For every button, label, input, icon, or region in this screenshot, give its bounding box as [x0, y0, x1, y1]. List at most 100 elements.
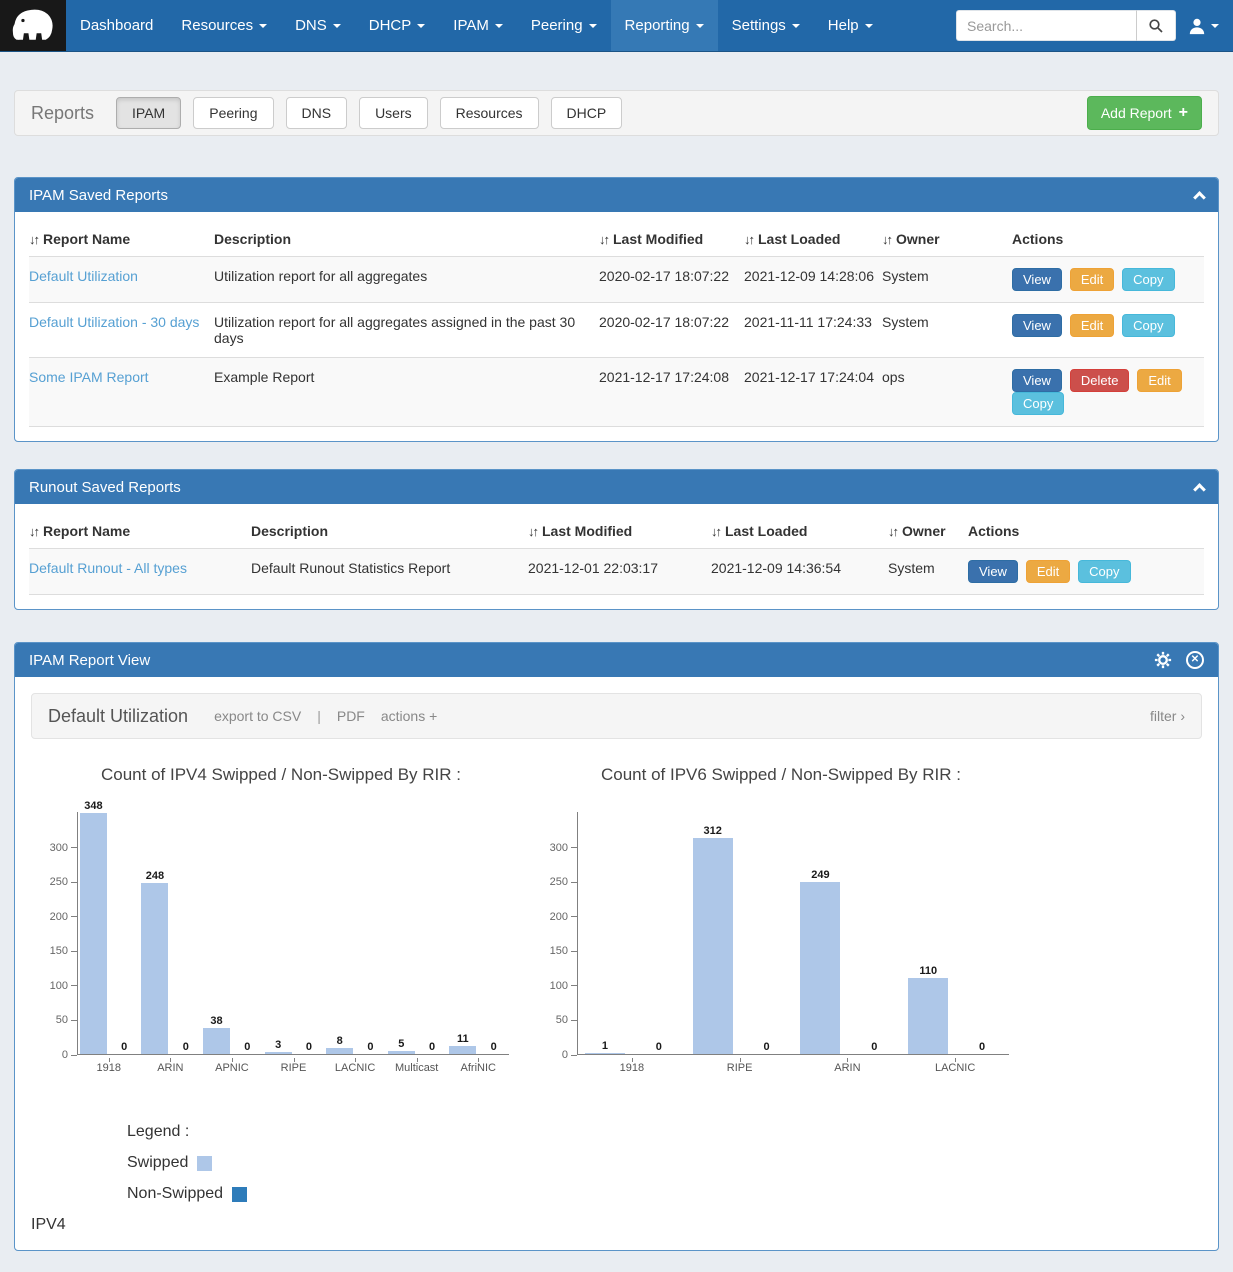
- user-menu[interactable]: [1188, 17, 1219, 35]
- panel-title: Runout Saved Reports: [29, 479, 181, 496]
- tab-peering[interactable]: Peering: [193, 97, 273, 129]
- view-button[interactable]: View: [1012, 268, 1062, 291]
- ipv6-chart: Count of IPV6 Swipped / Non-Swipped By R…: [531, 765, 1031, 1081]
- copy-button[interactable]: Copy: [1078, 560, 1130, 583]
- mammoth-logo-icon: [9, 5, 57, 47]
- report-link[interactable]: Default Utilization: [29, 268, 138, 284]
- last-loaded: 2021-12-17 17:24:04: [744, 358, 882, 427]
- nav-menu: Dashboard Resources DNS DHCP IPAM Peerin…: [66, 0, 887, 51]
- y-axis: 050100150200250300: [531, 812, 577, 1055]
- actions-menu[interactable]: actions +: [381, 708, 437, 724]
- nav-peering[interactable]: Peering: [517, 0, 611, 51]
- chevron-down-icon: [495, 24, 503, 28]
- last-modified: 2021-12-17 17:24:08: [599, 358, 744, 427]
- sort-icon: ↓↑: [29, 524, 38, 539]
- panel-title: IPAM Report View: [29, 652, 150, 669]
- y-axis: 050100150200250300: [31, 812, 77, 1055]
- table-row: Default Utilization - 30 days Utilizatio…: [29, 303, 1204, 358]
- col-report-name[interactable]: ↓↑Report Name: [29, 222, 214, 257]
- col-last-modified[interactable]: ↓↑Last Modified: [599, 222, 744, 257]
- ipam-reports-table: ↓↑Report Name Description ↓↑Last Modifie…: [29, 222, 1204, 427]
- owner: System: [882, 257, 1012, 303]
- chart-plot: 050100150200250300 348019182480ARIN380AP…: [31, 807, 531, 1081]
- legend-item-non-swipped: Non-Swipped: [127, 1185, 1202, 1203]
- tab-dns[interactable]: DNS: [286, 97, 348, 129]
- runout-saved-reports-panel: Runout Saved Reports ↓↑Report Name Descr…: [14, 469, 1219, 610]
- add-report-button[interactable]: Add Report +: [1087, 96, 1202, 130]
- legend-heading: Legend :: [127, 1123, 1202, 1141]
- owner: System: [888, 549, 968, 595]
- col-actions: Actions: [968, 514, 1204, 549]
- view-button[interactable]: View: [968, 560, 1018, 583]
- panel-header: Runout Saved Reports: [15, 470, 1218, 504]
- tab-resources[interactable]: Resources: [440, 97, 539, 129]
- edit-button[interactable]: Edit: [1026, 560, 1070, 583]
- page-title: Reports: [31, 103, 94, 124]
- nav-help[interactable]: Help: [814, 0, 887, 51]
- tab-users[interactable]: Users: [359, 97, 428, 129]
- close-panel-button[interactable]: ✕: [1186, 651, 1204, 669]
- swipped-swatch: [197, 1156, 212, 1171]
- panel-title: IPAM Saved Reports: [29, 187, 168, 204]
- nav-ipam[interactable]: IPAM: [439, 0, 517, 51]
- nav-dns[interactable]: DNS: [281, 0, 355, 51]
- export-csv-link[interactable]: export to CSV: [214, 708, 301, 724]
- col-last-loaded[interactable]: ↓↑Last Loaded: [711, 514, 888, 549]
- collapse-button[interactable]: [1195, 481, 1204, 494]
- edit-button[interactable]: Edit: [1137, 369, 1181, 392]
- copy-button[interactable]: Copy: [1122, 314, 1174, 337]
- report-view-toolbar: Default Utilization export to CSV | PDF …: [31, 693, 1202, 739]
- export-pdf-link[interactable]: PDF: [337, 708, 365, 724]
- last-loaded: 2021-12-09 14:28:06: [744, 257, 882, 303]
- ipam-saved-reports-panel: IPAM Saved Reports ↓↑Report Name Descrip…: [14, 177, 1219, 442]
- edit-button[interactable]: Edit: [1070, 314, 1114, 337]
- col-owner[interactable]: ↓↑Owner: [888, 514, 968, 549]
- filter-toggle[interactable]: filter ›: [1150, 708, 1185, 724]
- panel-header: IPAM Saved Reports: [15, 178, 1218, 212]
- chevron-up-icon: [1193, 191, 1206, 204]
- settings-button[interactable]: [1154, 651, 1172, 669]
- table-row: Default Runout - All types Default Runou…: [29, 549, 1204, 595]
- chevron-down-icon: [333, 24, 341, 28]
- user-icon: [1188, 17, 1206, 35]
- chevron-down-icon: [417, 24, 425, 28]
- nav-dhcp[interactable]: DHCP: [355, 0, 440, 51]
- last-modified: 2020-02-17 18:07:22: [599, 257, 744, 303]
- report-description: Utilization report for all aggregates as…: [214, 303, 599, 358]
- chevron-down-icon: [259, 24, 267, 28]
- gear-icon: [1154, 651, 1172, 669]
- copy-button[interactable]: Copy: [1122, 268, 1174, 291]
- app-logo[interactable]: [0, 0, 66, 51]
- search-button[interactable]: [1136, 10, 1176, 41]
- chevron-up-icon: [1193, 483, 1206, 496]
- collapse-button[interactable]: [1195, 189, 1204, 202]
- copy-button[interactable]: Copy: [1012, 392, 1064, 415]
- chevron-down-icon: [589, 24, 597, 28]
- search-input[interactable]: [956, 10, 1136, 41]
- view-button[interactable]: View: [1012, 369, 1062, 392]
- sort-icon: ↓↑: [711, 524, 720, 539]
- col-description: Description: [214, 222, 599, 257]
- search-group: [956, 10, 1176, 41]
- tab-dhcp[interactable]: DHCP: [551, 97, 623, 129]
- sort-icon: ↓↑: [29, 232, 38, 247]
- delete-button[interactable]: Delete: [1070, 369, 1130, 392]
- edit-button[interactable]: Edit: [1070, 268, 1114, 291]
- col-last-loaded[interactable]: ↓↑Last Loaded: [744, 222, 882, 257]
- nav-resources[interactable]: Resources: [167, 0, 281, 51]
- col-owner[interactable]: ↓↑Owner: [882, 222, 1012, 257]
- col-report-name[interactable]: ↓↑Report Name: [29, 514, 251, 549]
- runout-reports-table: ↓↑Report Name Description ↓↑Last Modifie…: [29, 514, 1204, 595]
- report-description: Default Runout Statistics Report: [251, 549, 528, 595]
- tab-ipam[interactable]: IPAM: [116, 97, 181, 129]
- chart-title: Count of IPV4 Swipped / Non-Swipped By R…: [31, 765, 531, 785]
- col-last-modified[interactable]: ↓↑Last Modified: [528, 514, 711, 549]
- view-button[interactable]: View: [1012, 314, 1062, 337]
- nav-dashboard[interactable]: Dashboard: [66, 0, 167, 51]
- report-link[interactable]: Some IPAM Report: [29, 369, 149, 385]
- report-link[interactable]: Default Runout - All types: [29, 560, 187, 576]
- nav-reporting[interactable]: Reporting: [611, 0, 718, 51]
- report-link[interactable]: Default Utilization - 30 days: [29, 314, 199, 330]
- report-view-title: Default Utilization: [48, 706, 188, 727]
- nav-settings[interactable]: Settings: [718, 0, 814, 51]
